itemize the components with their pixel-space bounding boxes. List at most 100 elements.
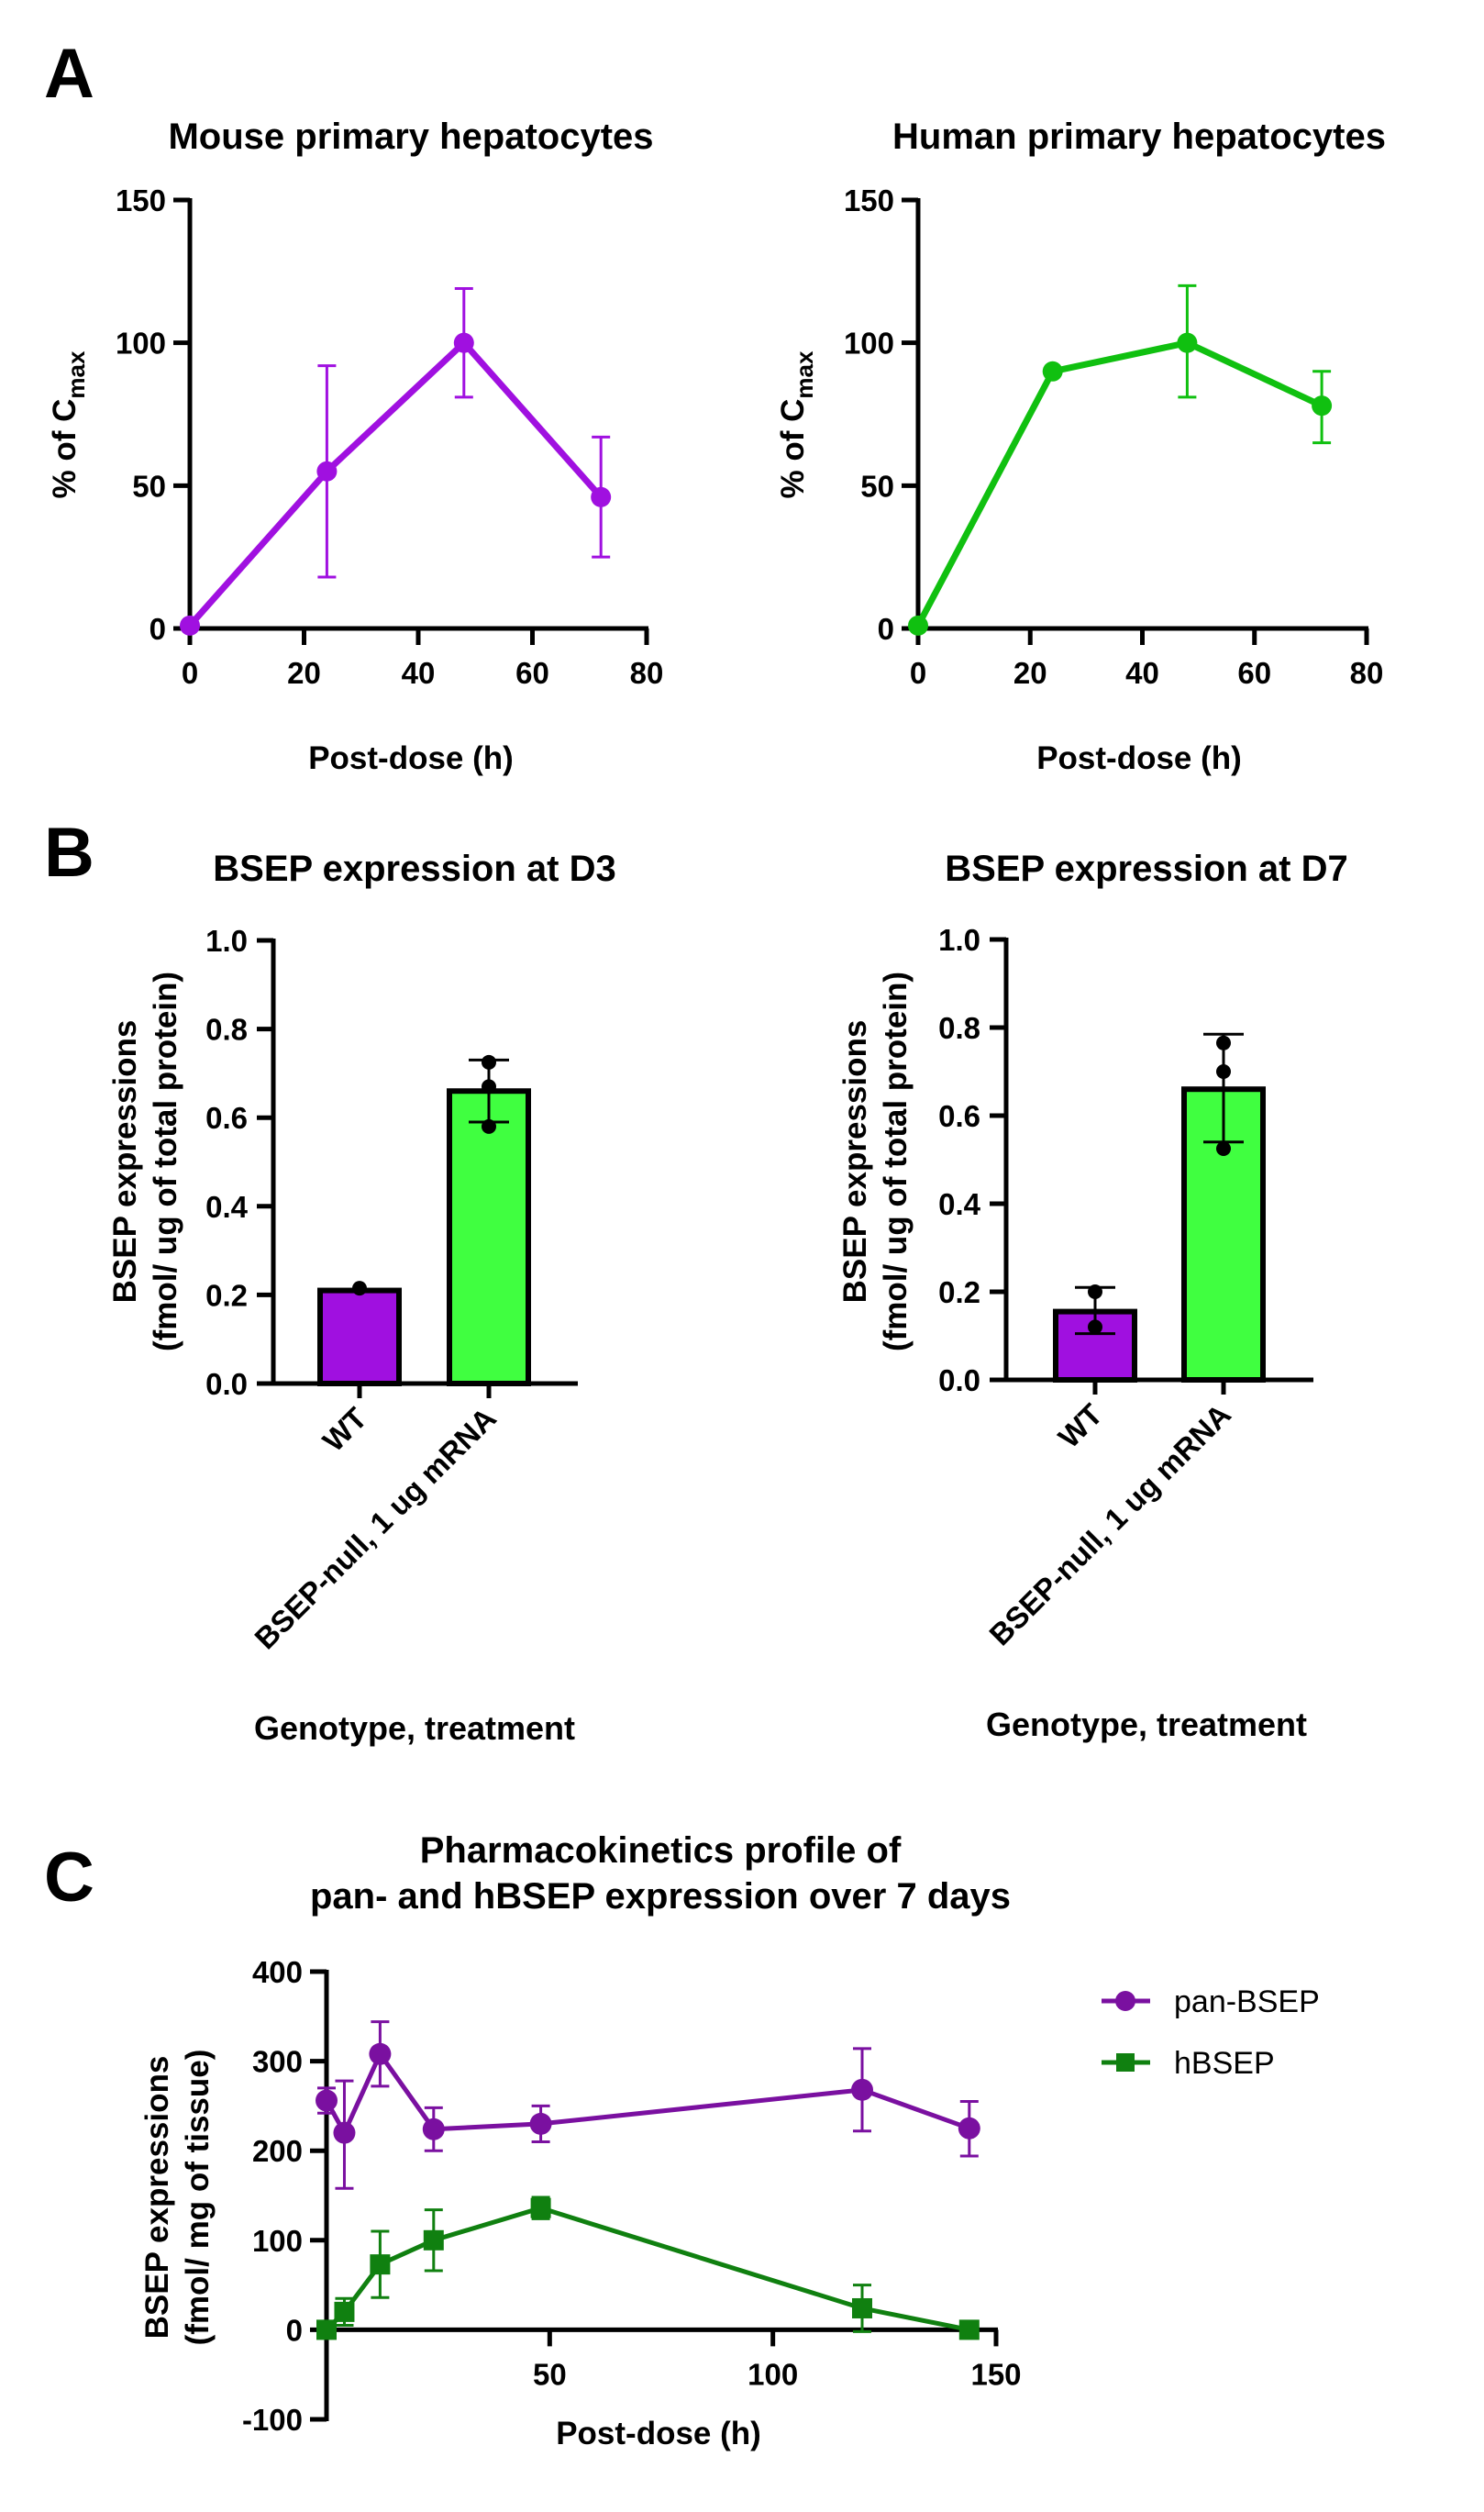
y-tick-label: 0.0 <box>205 1367 248 1401</box>
data-point-square <box>852 2297 872 2318</box>
chart-mouse-hepatocytes: Mouse primary hepatocytes % of Cmax Post… <box>47 117 663 776</box>
x-tick-label: 60 <box>515 656 549 690</box>
y-tick-label: 50 <box>132 469 166 503</box>
data-point-square <box>316 2319 337 2340</box>
chart-title: BSEP expression at D7 <box>945 849 1347 889</box>
data-point <box>482 1054 496 1070</box>
data-point-square <box>370 2254 391 2275</box>
y-tick-label: 150 <box>116 183 166 217</box>
y-tick-label: 100 <box>252 2224 303 2258</box>
x-axis-label: Post-dose (h) <box>1036 740 1242 776</box>
y-axis-label-line1: BSEP expressions <box>107 1020 143 1304</box>
data-point <box>1216 1064 1231 1079</box>
data-point-square <box>958 2319 980 2340</box>
legend-marker-circle <box>1115 1991 1135 2011</box>
x-tick-label: WT <box>316 1401 373 1458</box>
y-axis-label-line2: (fmol/ ug of total protein) <box>148 972 183 1351</box>
y-tick-label: 0.2 <box>938 1275 980 1309</box>
data-point <box>1042 361 1063 382</box>
series-line <box>914 339 1323 628</box>
y-tick-label: 1.0 <box>938 923 980 957</box>
x-tick-label: 80 <box>1350 656 1384 690</box>
data-point <box>1177 332 1198 353</box>
data-point <box>453 332 474 353</box>
data-point-circle <box>422 2117 445 2140</box>
legend-label: hBSEP <box>1174 2046 1275 2081</box>
data-point-circle <box>958 2117 980 2140</box>
data-point <box>908 615 928 636</box>
legend-label: pan-BSEP <box>1174 1984 1320 2019</box>
bar <box>317 1287 402 1386</box>
svg-text:% of Cmax: % of Cmax <box>47 350 90 498</box>
data-point-square <box>334 2301 355 2322</box>
x-tick-label: 60 <box>1237 656 1271 690</box>
x-axis-label: Genotype, treatment <box>254 1709 575 1747</box>
data-point <box>1088 1284 1102 1299</box>
y-axis-label: % of Cmax <box>775 350 818 498</box>
data-point-square <box>530 2197 551 2218</box>
data-point-circle <box>316 2089 338 2112</box>
y-tick-label: 100 <box>116 327 166 361</box>
y-axis-label-line2: (fmol/ mg of tissue) <box>180 2050 216 2346</box>
chart-title-line1: Pharmacokinetics profile of <box>420 1830 902 1871</box>
series-line-hbsep <box>325 2206 970 2332</box>
y-tick-label: 150 <box>844 183 894 217</box>
chart-title-line2: pan- and hBSEP expression over 7 days <box>310 1876 1011 1917</box>
x-tick-label: 100 <box>748 2357 798 2391</box>
data-point <box>352 1281 367 1296</box>
data-point-circle <box>369 2042 392 2065</box>
y-tick-label: -100 <box>242 2403 303 2437</box>
data-point <box>180 615 200 636</box>
chart-bsep-d3: BSEP expression at D3 BSEP expressions (… <box>107 849 616 1747</box>
x-axis-label: Genotype, treatment <box>986 1706 1307 1743</box>
panel-letter-a: A <box>44 35 94 113</box>
y-axis-label-line1: BSEP expressions <box>139 2056 175 2340</box>
y-tick-label: 0.2 <box>205 1278 248 1312</box>
y-tick-label: 0.0 <box>938 1363 980 1397</box>
x-axis-label: Post-dose (h) <box>556 2416 761 2451</box>
data-point-circle <box>529 2112 552 2135</box>
x-tick-label: 0 <box>910 656 926 690</box>
data-point <box>482 1118 496 1134</box>
y-tick-label: 200 <box>252 2134 303 2168</box>
data-point-square <box>423 2229 444 2251</box>
x-tick-label: 80 <box>630 656 664 690</box>
x-tick-label: 50 <box>533 2357 567 2391</box>
y-tick-label: 400 <box>252 1955 303 1989</box>
panel-letter-b: B <box>44 814 94 892</box>
y-tick-label: 0 <box>286 2313 303 2347</box>
data-point <box>1088 1319 1102 1335</box>
x-tick-label: 20 <box>1013 656 1047 690</box>
data-point <box>1216 1141 1231 1156</box>
chart-pk-profile: Pharmacokinetics profile of pan- and hBS… <box>139 1830 1320 2451</box>
y-tick-label: 300 <box>252 2045 303 2079</box>
x-tick-label: 0 <box>182 656 198 690</box>
data-point <box>1312 395 1333 417</box>
y-tick-label: 0.6 <box>938 1099 980 1133</box>
data-point <box>591 486 612 507</box>
chart-title: BSEP expression at D3 <box>213 849 615 889</box>
legend-item-pan-bsep: pan-BSEP <box>1102 1984 1320 2019</box>
chart-bsep-d7: BSEP expression at D7 BSEP expressions (… <box>837 849 1348 1743</box>
x-tick-label: BSEP-null, 1 ug mRNA <box>248 1401 503 1656</box>
chart-title: Mouse primary hepatocytes <box>168 117 653 157</box>
chart-title: Human primary hepatocytes <box>892 117 1386 157</box>
y-tick-label: 1.0 <box>205 924 248 958</box>
y-tick-label: 100 <box>844 327 894 361</box>
legend: pan-BSEP hBSEP <box>1102 1984 1320 2081</box>
y-tick-label: 0 <box>150 612 166 646</box>
x-tick-label: BSEP-null, 1 ug mRNA <box>982 1397 1237 1652</box>
data-point <box>482 1079 496 1095</box>
series-line-pan-bsep <box>324 2051 970 2136</box>
data-point <box>316 461 338 482</box>
y-tick-label: 0.8 <box>205 1013 248 1047</box>
y-tick-label: 0.8 <box>938 1011 980 1045</box>
data-point-circle <box>333 2121 356 2144</box>
x-tick-label: 20 <box>287 656 321 690</box>
data-point <box>1216 1035 1231 1050</box>
y-tick-label: 0.4 <box>205 1190 249 1224</box>
y-tick-label: 0 <box>878 612 894 646</box>
y-tick-label: 0.4 <box>938 1187 981 1221</box>
x-axis-label: Post-dose (h) <box>308 740 514 776</box>
svg-text:% of Cmax: % of Cmax <box>775 350 818 498</box>
